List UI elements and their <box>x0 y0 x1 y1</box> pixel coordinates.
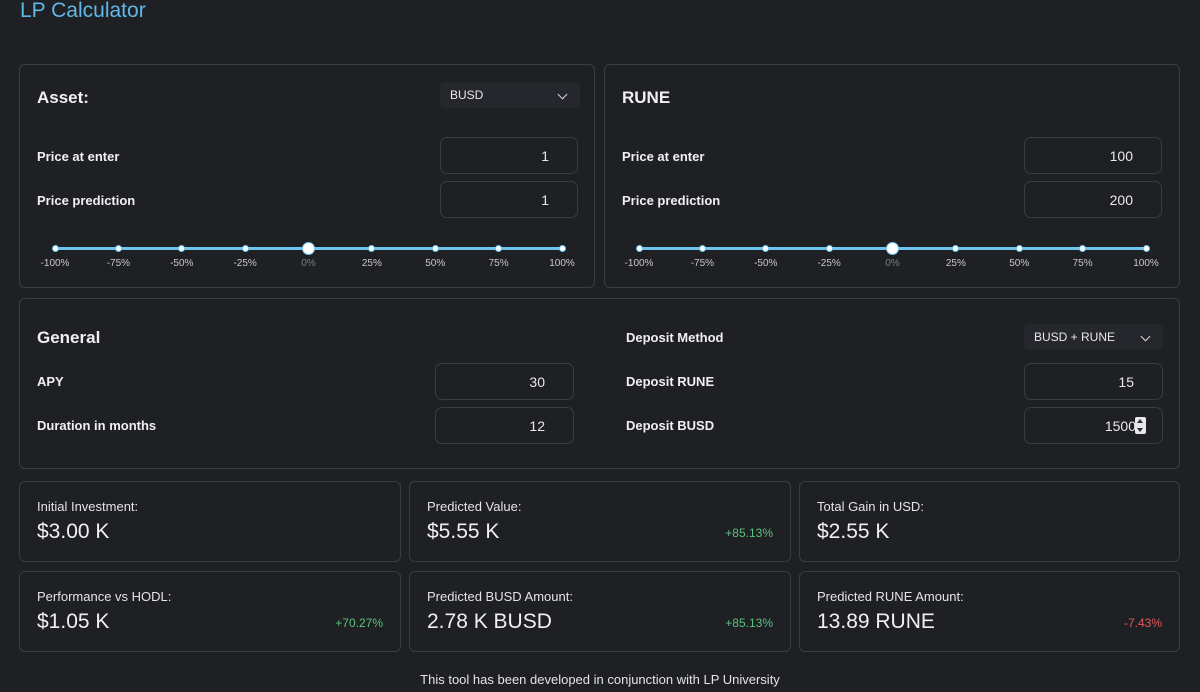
deposit-rune-label: Deposit RUNE <box>626 374 715 389</box>
slider-tick <box>495 245 503 252</box>
price-enter-label: Price at enter <box>37 149 120 164</box>
card-label: Performance vs HODL: <box>37 589 172 604</box>
footer-text: This tool has been developed in conjunct… <box>420 672 780 687</box>
asset-panel-title: Asset: <box>37 88 89 107</box>
slider-tick-label: -25% <box>817 258 841 269</box>
app-title: LP Calculator <box>20 0 146 22</box>
slider-tick <box>635 245 643 252</box>
rune-panel-title: RUNE <box>622 88 671 107</box>
change-badge: +70.27% <box>335 616 383 630</box>
slider-tick <box>51 245 59 252</box>
deposit-method-label: Deposit Method <box>626 330 724 345</box>
deposit-method-select[interactable]: BUSD + RUNE <box>1024 324 1163 350</box>
card-value: $2.55 K <box>817 520 890 543</box>
card-value: 13.89 RUNE <box>817 610 935 633</box>
slider-tick <box>825 245 833 252</box>
card-value: 2.78 K BUSD <box>427 610 552 633</box>
slider-tick-label: -100% <box>40 258 70 269</box>
rune-panel: RUNE Price at enter Price prediction -10… <box>604 64 1180 288</box>
slider-tick-label: 100% <box>549 258 575 269</box>
slider-tick <box>762 245 770 252</box>
card-label: Predicted Value: <box>427 499 522 514</box>
price-enter-label: Price at enter <box>622 149 705 164</box>
price-prediction-label: Price prediction <box>37 193 136 208</box>
slider-tick-label: 25% <box>945 258 966 269</box>
chevron-down-icon <box>1140 331 1151 342</box>
change-badge: +85.13% <box>725 526 773 540</box>
slider-tick-label: 75% <box>1072 258 1093 269</box>
change-badge: +85.13% <box>725 616 773 630</box>
deposit-busd-input[interactable] <box>1024 407 1163 444</box>
deposit-rune-input[interactable] <box>1024 363 1163 400</box>
card-label: Initial Investment: <box>37 499 139 514</box>
general-panel: General APY Duration in months Deposit M… <box>19 298 1180 469</box>
rune-price-prediction-input[interactable] <box>1024 181 1162 218</box>
slider-tick <box>1079 245 1087 252</box>
card-label: Predicted RUNE Amount: <box>817 589 964 604</box>
general-panel-title: General <box>37 328 101 347</box>
slider-tick <box>114 245 122 252</box>
deposit-busd-field <box>1024 407 1163 444</box>
asset-price-prediction-input[interactable] <box>440 181 578 218</box>
slider-tick <box>431 245 439 252</box>
slider-tick-label: -75% <box>106 258 131 269</box>
slider-tick <box>1142 245 1150 252</box>
card-label: Total Gain in USD: <box>817 499 924 514</box>
slider-tick <box>558 245 566 252</box>
performance-vs-hodl-card: Performance vs HODL: $1.05 K +70.27% <box>19 571 401 652</box>
slider-tick-label: 50% <box>1009 258 1030 269</box>
slider-tick-label: 50% <box>425 258 446 269</box>
slider-tick-label: -50% <box>170 258 194 269</box>
slider-tick-label: 0% <box>885 258 900 269</box>
card-label: Predicted BUSD Amount: <box>427 589 573 604</box>
slider-tick-label: 25% <box>361 258 382 269</box>
chevron-down-icon <box>557 89 568 100</box>
slider-tick <box>368 245 376 252</box>
slider-tick-label: 0% <box>301 258 316 269</box>
total-gain-card: Total Gain in USD: $2.55 K <box>799 481 1180 562</box>
slider-tick <box>241 245 249 252</box>
slider-tick <box>698 245 706 252</box>
slider-tick-label: -50% <box>754 258 778 269</box>
asset-panel: Asset: BUSD Price at enter Price predict… <box>19 64 595 288</box>
asset-price-enter-input[interactable] <box>440 137 578 174</box>
asset-select[interactable]: BUSD <box>440 82 580 108</box>
slider-tick <box>952 245 960 252</box>
slider-tick-label: -25% <box>233 258 257 269</box>
deposit-busd-label: Deposit BUSD <box>626 418 715 433</box>
duration-input[interactable] <box>435 407 574 444</box>
apy-input[interactable] <box>435 363 574 400</box>
predicted-busd-card: Predicted BUSD Amount: 2.78 K BUSD +85.1… <box>409 571 791 652</box>
initial-investment-card: Initial Investment: $3.00 K <box>19 481 401 562</box>
change-badge: -7.43% <box>1123 616 1162 630</box>
apy-label: APY <box>37 374 64 389</box>
predicted-rune-card: Predicted RUNE Amount: 13.89 RUNE -7.43% <box>799 571 1180 652</box>
asset-price-slider[interactable]: -100% -75% -50% -25% 0% 25% 50% 75% 100% <box>41 237 575 269</box>
deposit-method-value: BUSD + RUNE <box>1034 330 1116 344</box>
slider-thumb[interactable] <box>886 242 899 255</box>
card-value: $5.55 K <box>427 520 500 543</box>
duration-label: Duration in months <box>37 418 157 433</box>
predicted-value-card: Predicted Value: $5.55 K +85.13% <box>409 481 791 562</box>
asset-select-value: BUSD <box>450 88 484 102</box>
slider-tick <box>1015 245 1023 252</box>
card-value: $3.00 K <box>37 520 110 543</box>
slider-tick-label: 100% <box>1133 258 1159 269</box>
price-prediction-label: Price prediction <box>622 193 721 208</box>
slider-thumb[interactable] <box>302 242 315 255</box>
slider-tick-label: -100% <box>624 258 654 269</box>
rune-price-enter-input[interactable] <box>1024 137 1162 174</box>
number-spinner-icon[interactable] <box>1135 417 1146 434</box>
rune-price-slider[interactable]: -100% -75% -50% -25% 0% 25% 50% 75% 100% <box>625 237 1159 269</box>
slider-tick-label: 75% <box>488 258 509 269</box>
slider-tick <box>178 245 186 252</box>
card-value: $1.05 K <box>37 610 110 633</box>
slider-tick-label: -75% <box>690 258 715 269</box>
